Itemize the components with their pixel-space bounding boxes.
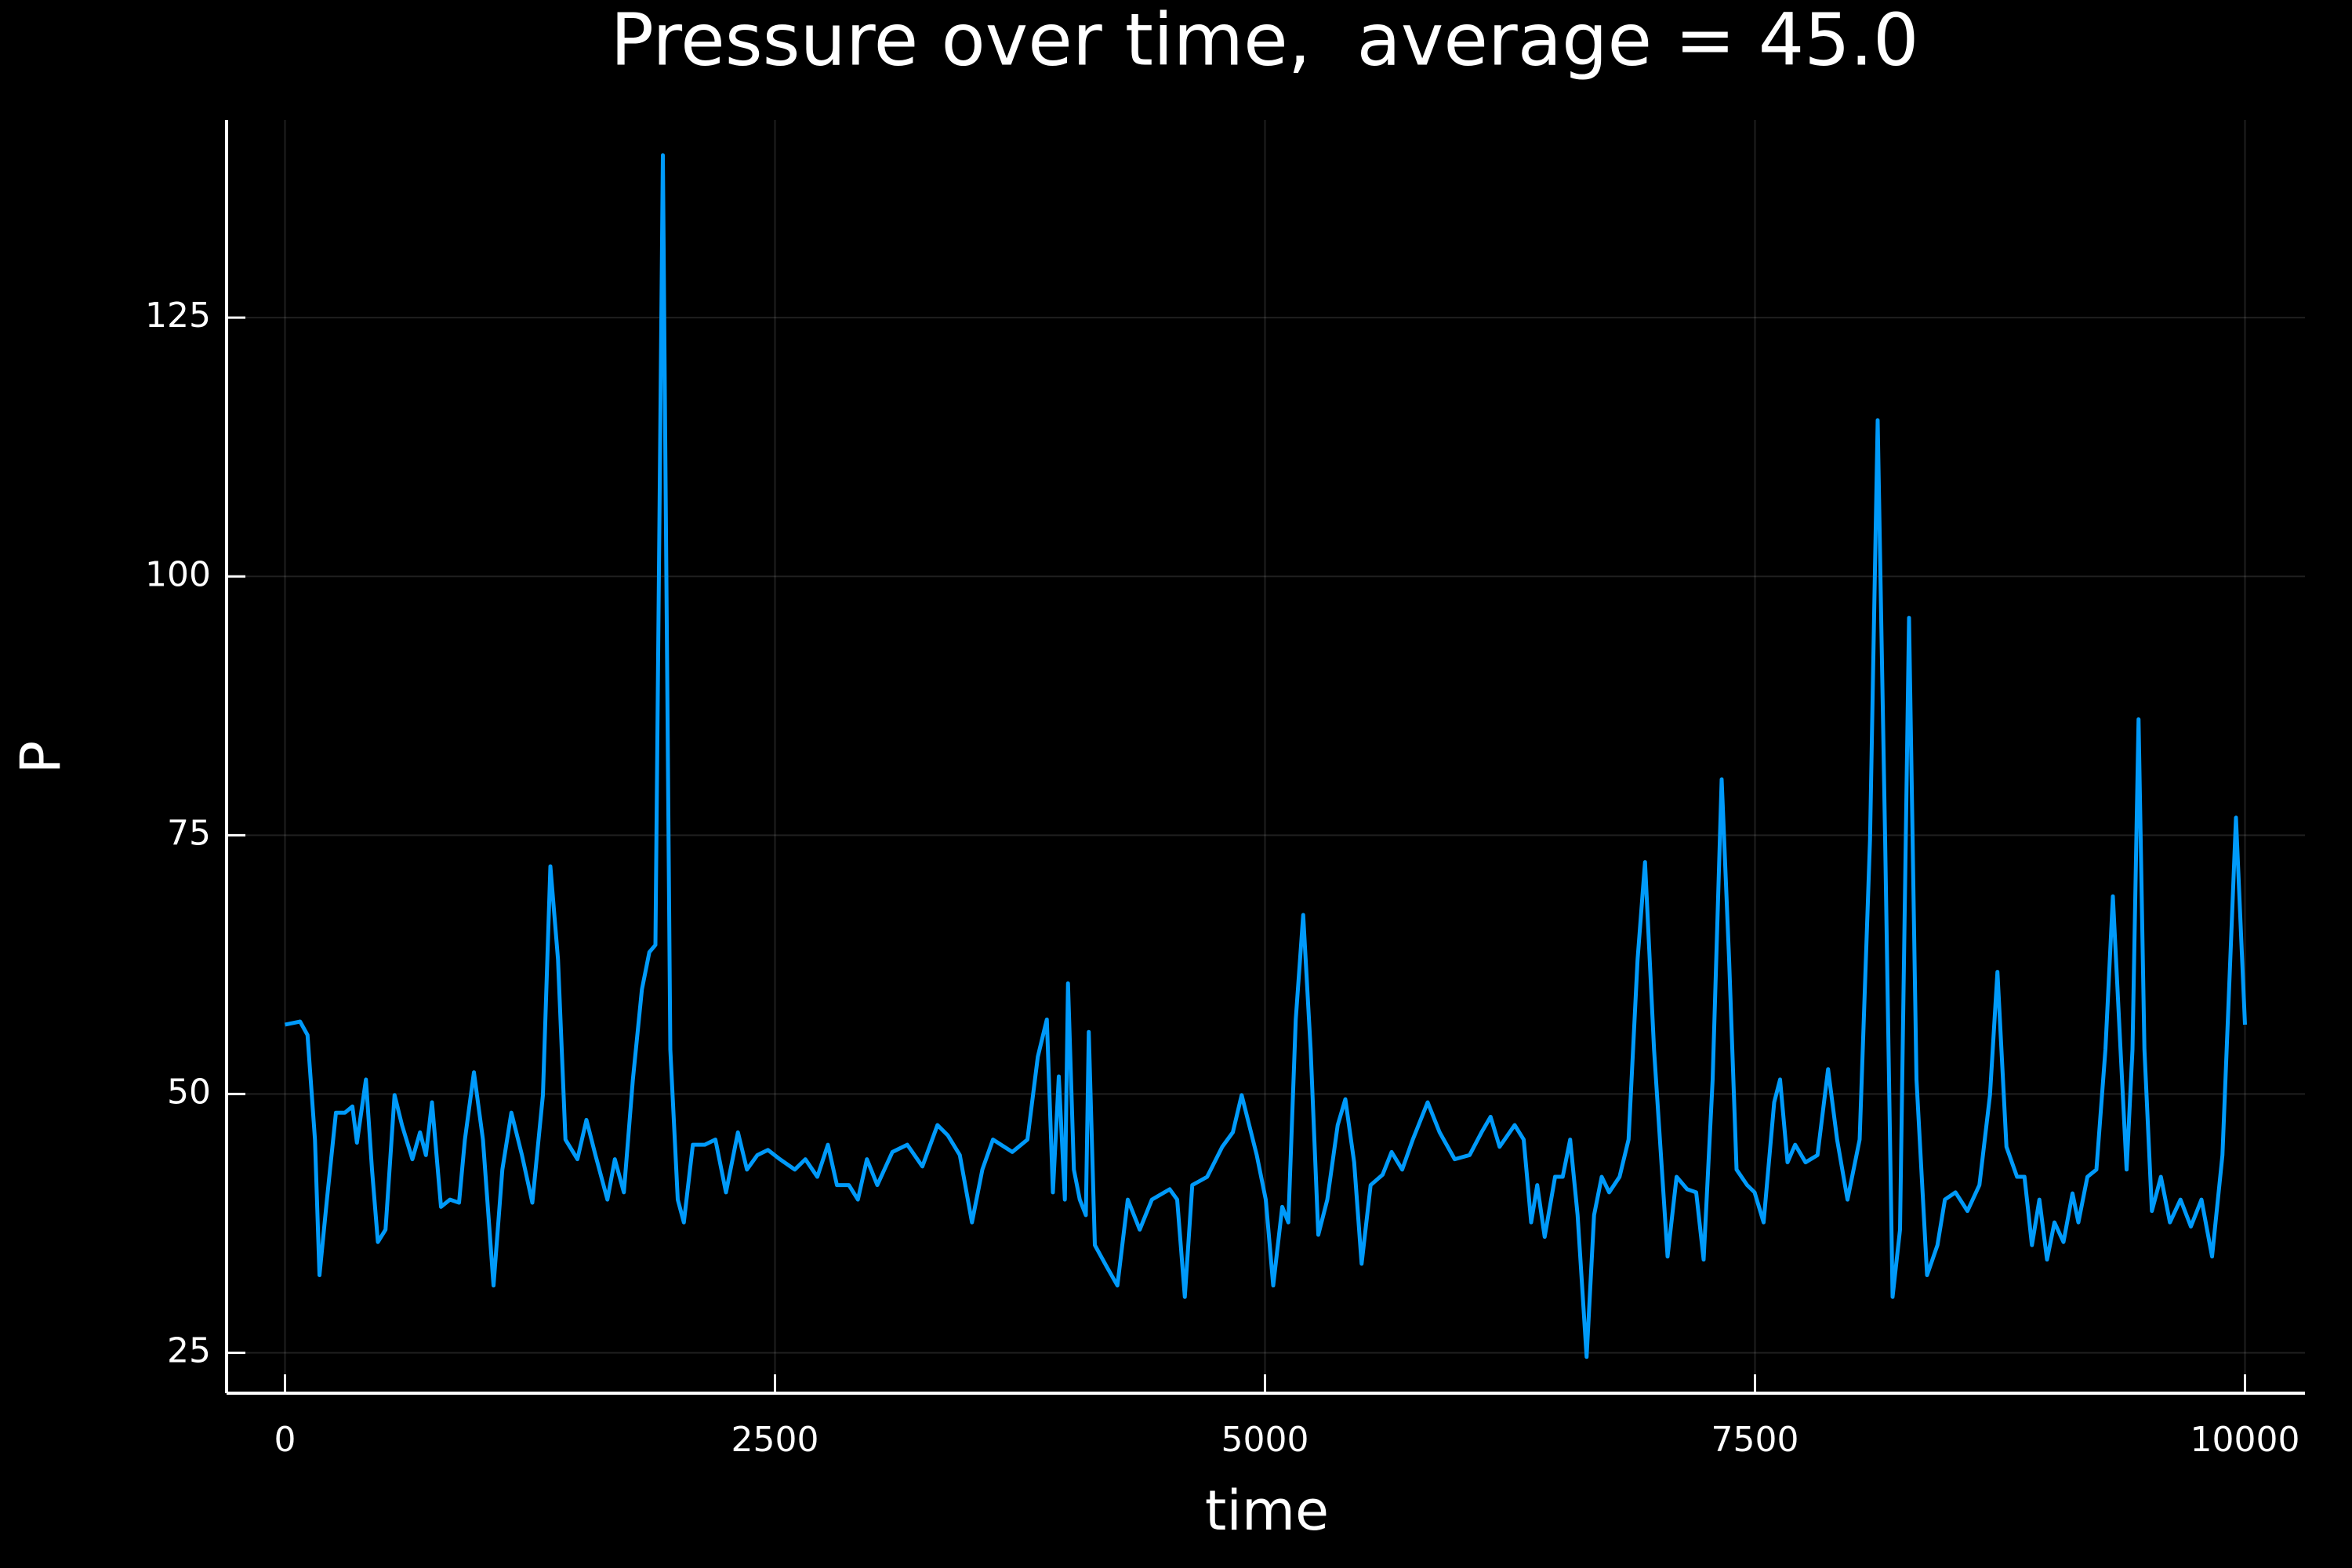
y-tick-label: 100 [145,554,211,594]
x-tick-label: 2500 [731,1420,819,1460]
x-tick-label: 10000 [2190,1420,2300,1460]
y-axis-label: P [9,741,73,774]
chart-title: Pressure over time, average = 45.0 [610,0,1918,82]
x-axis-label: time [1205,1479,1329,1543]
y-tick-label: 75 [167,813,211,853]
x-tick-label: 5000 [1221,1420,1309,1460]
x-tick-label: 7500 [1711,1420,1799,1460]
y-tick-label: 125 [145,296,211,336]
x-tick-label: 0 [274,1420,296,1460]
y-tick-label: 50 [167,1072,211,1112]
y-tick-label: 25 [167,1331,211,1371]
data-line [284,153,2247,1359]
